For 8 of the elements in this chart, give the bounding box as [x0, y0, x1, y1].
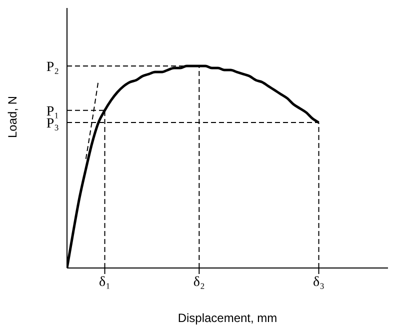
ref-line-label: P₃ — [46, 116, 60, 132]
x-tick-label: δ₃ — [313, 274, 325, 290]
x-tick-label: δ₂ — [193, 274, 206, 290]
x-tick-label: δ₁ — [99, 274, 111, 290]
y-axis-title: Load, N — [5, 96, 20, 138]
ref-line-label: P₁ — [46, 104, 59, 120]
ref-line-label: P₂ — [46, 60, 60, 75]
x-axis-title: Displacement, mm — [178, 311, 278, 325]
